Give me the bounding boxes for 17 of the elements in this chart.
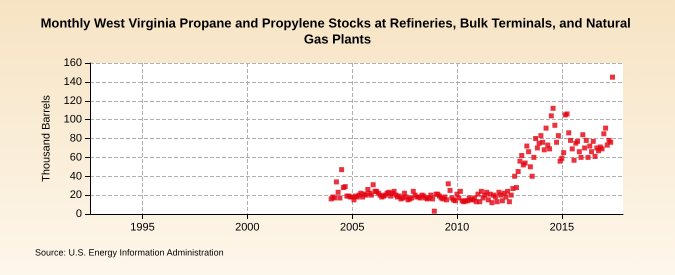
y-tick-label: 40 (70, 170, 82, 182)
y-axis-title: Thousand Barrels (40, 94, 52, 182)
source-note: Source: U.S. Energy Information Administration (35, 248, 224, 258)
y-tick-label: 80 (70, 132, 82, 144)
y-tick-label: 60 (70, 151, 82, 164)
y-tick-label: 160 (64, 57, 82, 69)
y-tick-label: 100 (64, 114, 82, 126)
y-tick-label: 120 (64, 94, 82, 107)
y-tick-label: 140 (64, 76, 82, 88)
y-tick-label: 0 (76, 208, 82, 220)
x-tick-label: 2015 (550, 222, 574, 234)
x-tick-label: 2000 (235, 222, 260, 234)
y-tick-label: 20 (70, 189, 82, 202)
x-tick-label: 2005 (340, 222, 364, 234)
chart-title: Monthly West Virginia Propane and Propylene Stocks at Refineries, Bulk Terminals, and Natural Gas Plants (40, 16, 634, 46)
x-tick-label: 2010 (444, 222, 470, 234)
x-tick-label: 1995 (130, 222, 155, 234)
